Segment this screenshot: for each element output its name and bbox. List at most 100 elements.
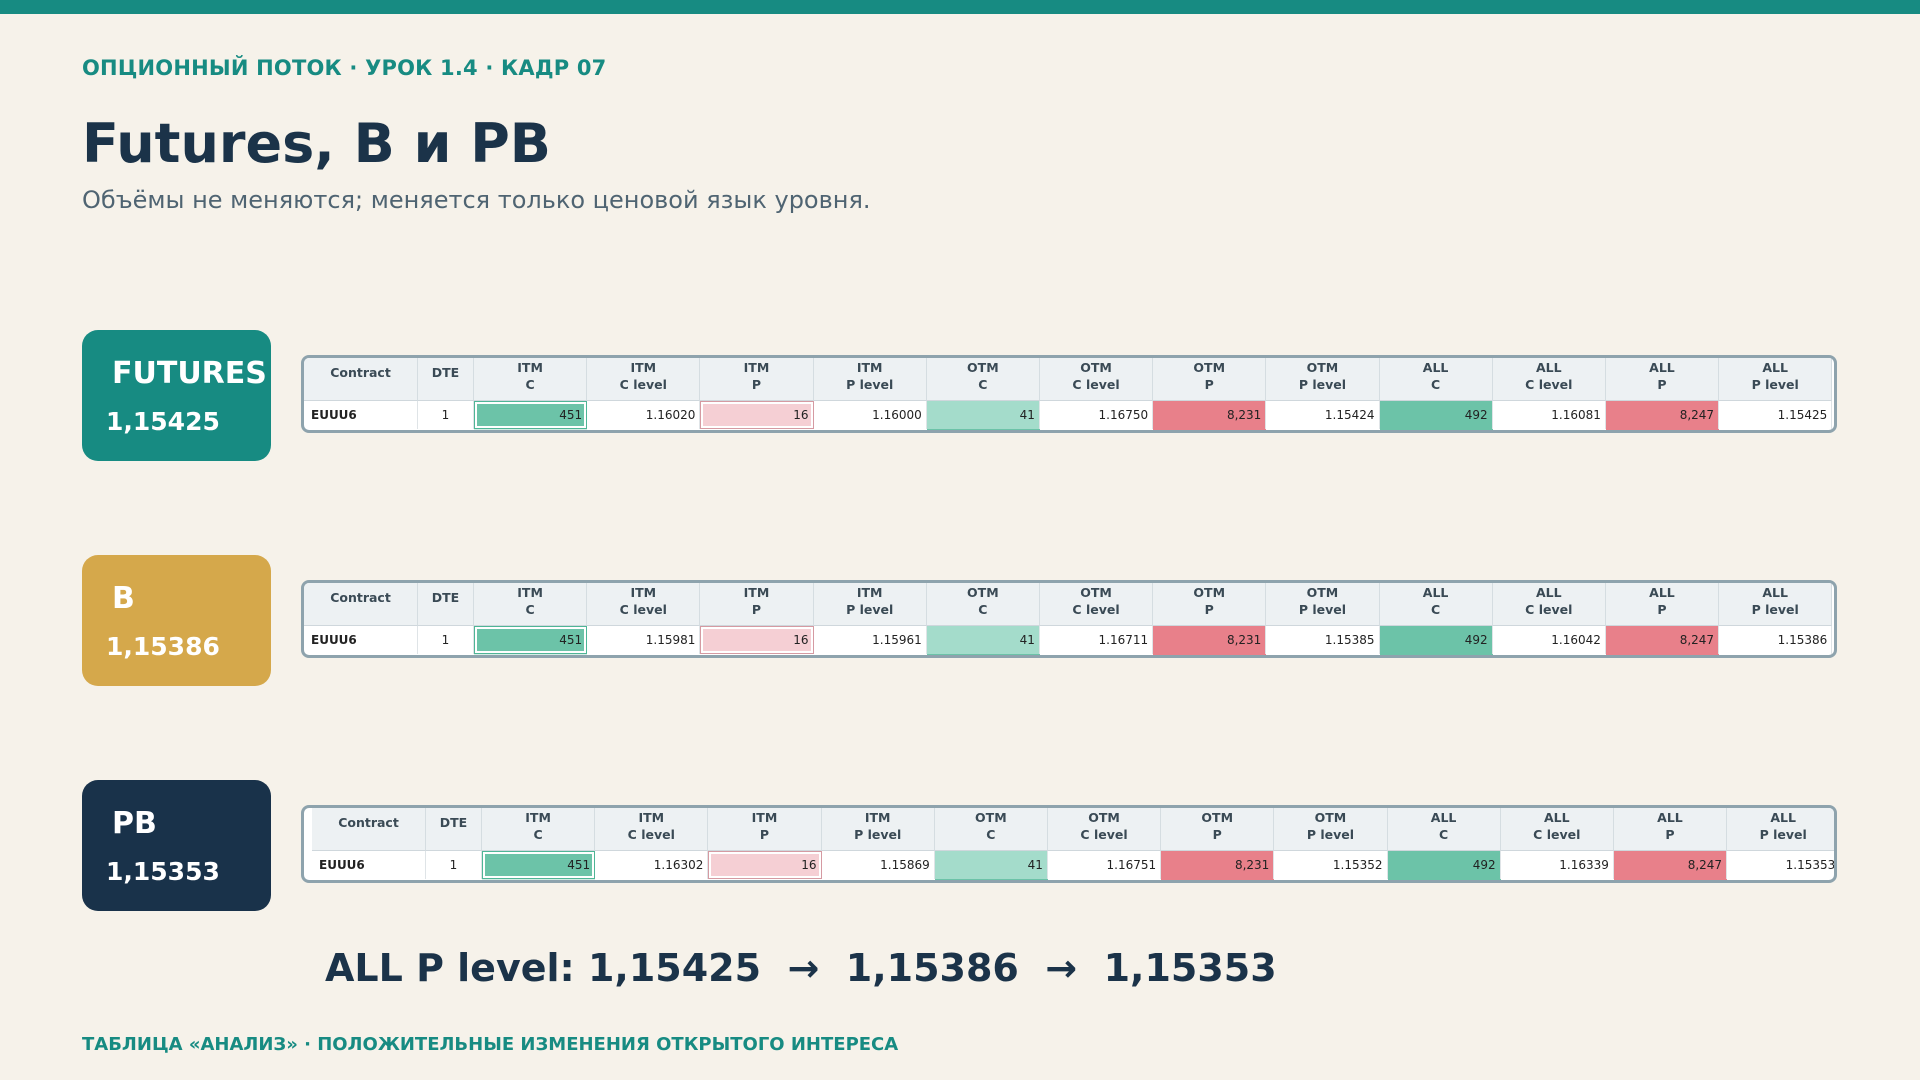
column-header-group: OTM [1201, 809, 1234, 825]
table-cell: 41 [926, 401, 1040, 429]
column-header-group: ALL [1430, 809, 1457, 825]
table-cell: 8,247 [1605, 401, 1720, 429]
cell-strip [1379, 429, 1493, 430]
cell-strip [474, 654, 588, 655]
column-header: ALL C level [1492, 583, 1606, 626]
pb-badge: PB 1,15353 [82, 780, 271, 911]
column-header-group: ITM [517, 359, 543, 375]
column-header-group: ALL [1422, 584, 1449, 600]
table-cell: 1.15385 [1266, 626, 1380, 654]
table-cell: 1.15353 [1727, 851, 1834, 879]
cell-strip [1161, 879, 1275, 880]
table-cell: 492 [1379, 626, 1493, 654]
cell-strip [1040, 429, 1153, 430]
cell-strip [1501, 879, 1614, 880]
column-header: Contract [312, 808, 426, 851]
column-header-label: C [525, 376, 535, 392]
column-header-group: OTM [1306, 359, 1339, 375]
cell-strip [312, 879, 426, 880]
table-cell: 1.16081 [1493, 401, 1606, 429]
column-header-label: DTE [431, 365, 460, 380]
column-header-label: P level [1298, 376, 1346, 392]
column-header-group: OTM [1193, 584, 1226, 600]
cell-strip [1274, 879, 1387, 880]
cell-strip [814, 429, 927, 430]
column-header-label: P [1204, 601, 1214, 617]
column-header-label: P level [1751, 601, 1799, 617]
cell-strip [926, 429, 1040, 430]
contract-cell: EUUU6 [312, 851, 426, 879]
column-header-label: C [525, 601, 535, 617]
column-header: ITM P [700, 358, 814, 401]
cell-strip [1040, 654, 1153, 655]
column-header: ALL P [1605, 583, 1720, 626]
cell-strip [1727, 879, 1834, 880]
cell-strip [418, 654, 474, 655]
table-cell: 1.15981 [587, 626, 701, 654]
b-badge: B 1,15386 [82, 555, 271, 686]
column-header-group: OTM [967, 359, 999, 375]
column-header-group: ITM [630, 584, 657, 600]
column-header-label: Contract [330, 590, 391, 605]
table-cell: 1 [418, 401, 474, 429]
table-cell: 1.15961 [814, 626, 927, 654]
column-header-label: C [1431, 601, 1441, 617]
column-header-group: ITM [856, 584, 883, 600]
column-header: ALL P [1613, 808, 1728, 851]
column-header-group: ALL [1770, 809, 1796, 825]
column-header: Contract [304, 583, 418, 626]
column-header-group: ALL [1535, 359, 1562, 375]
column-header-label: P level [1298, 601, 1346, 617]
column-header: ITM C [474, 358, 588, 401]
table-cell: 1.16750 [1040, 401, 1154, 429]
column-header-group: ITM [638, 809, 665, 825]
cell-strip [1493, 429, 1606, 430]
column-header: ALL C level [1500, 808, 1614, 851]
badge-label: FUTURES [112, 356, 267, 391]
contract-cell: EUUU6 [304, 401, 418, 429]
column-header: OTM C level [1039, 583, 1154, 626]
column-header-label: C level [1072, 376, 1120, 392]
cell-strip [587, 654, 700, 655]
table-cell: 16 [700, 401, 814, 429]
column-header-label: P level [846, 376, 894, 392]
cell-strip [1048, 879, 1161, 880]
table-cell: 1.15869 [822, 851, 935, 879]
column-header-label: DTE [439, 815, 468, 830]
column-header-label: P level [846, 601, 894, 617]
cell-strip [595, 879, 708, 880]
column-header-label: P [1212, 826, 1222, 842]
column-header-group: ALL [1762, 359, 1788, 375]
column-header-group: OTM [1080, 359, 1112, 375]
cell-strip [814, 654, 927, 655]
cell-strip [1493, 654, 1606, 655]
table-cell: 1.16751 [1048, 851, 1162, 879]
column-header-label: C [1431, 376, 1441, 392]
column-header: OTM C level [1047, 808, 1162, 851]
column-header: DTE [418, 583, 474, 626]
table-cell: 1.16042 [1493, 626, 1606, 654]
column-header: ITM C [482, 808, 596, 851]
futures-badge: FUTURES 1,15425 [82, 330, 271, 461]
column-header-label: P [751, 601, 762, 617]
badge-value: 1,15353 [106, 857, 220, 886]
column-header: OTM P level [1266, 358, 1380, 401]
column-header-label: C level [619, 376, 667, 392]
analysis-table: Contract DTE ITM C ITM C level ITM P ITM P level O… [304, 583, 1833, 655]
column-header: OTM P [1161, 808, 1275, 851]
column-header-label: DTE [431, 590, 460, 605]
futures-table-panel: Contract DTE ITM C ITM C level ITM P ITM P level O… [301, 355, 1837, 433]
column-header: DTE [426, 808, 482, 851]
column-header-group: ALL [1649, 359, 1675, 375]
cell-strip [934, 879, 1048, 880]
cell-strip [1387, 879, 1501, 880]
column-header-group: OTM [967, 584, 999, 600]
table-cell: 1.15386 [1719, 626, 1833, 654]
cell-strip [700, 654, 813, 655]
badge-value: 1,15425 [106, 407, 220, 436]
table-cell: 451 [474, 401, 588, 429]
column-header-group: ITM [517, 584, 543, 600]
table-cell: 451 [482, 851, 596, 879]
cell-strip [1153, 654, 1267, 655]
column-header-group: OTM [1193, 359, 1226, 375]
